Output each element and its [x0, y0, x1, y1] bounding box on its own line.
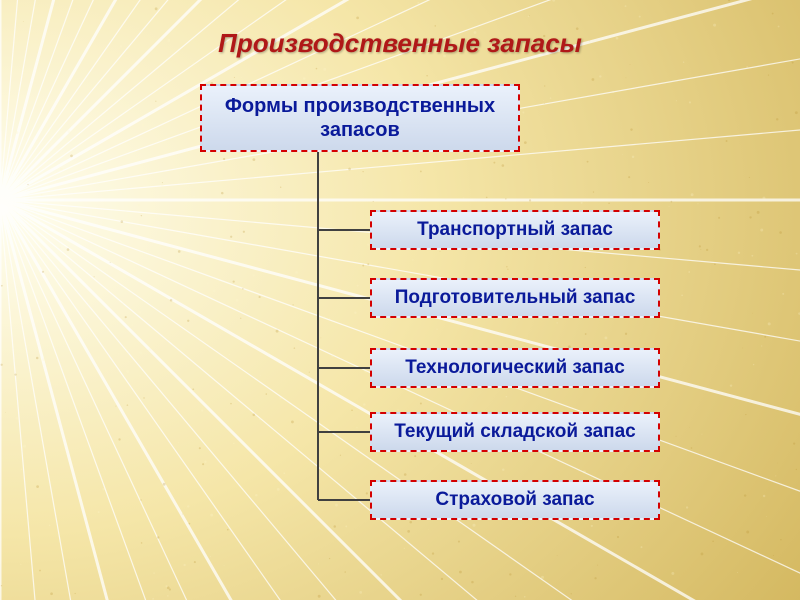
child-node-label: Подготовительный запас [395, 287, 636, 309]
child-node: Транспортный запас [370, 210, 660, 250]
root-node: Формы производственных запасов [200, 84, 520, 152]
child-node-label: Текущий складской запас [394, 421, 636, 443]
child-node-label: Страховой запас [435, 489, 594, 511]
child-node: Подготовительный запас [370, 278, 660, 318]
root-node-label: Формы производственных запасов [210, 94, 510, 142]
child-node: Страховой запас [370, 480, 660, 520]
child-node-label: Технологический запас [405, 357, 625, 379]
child-node: Текущий складской запас [370, 412, 660, 452]
child-node-label: Транспортный запас [417, 219, 613, 241]
child-node: Технологический запас [370, 348, 660, 388]
slide-title: Производственные запасы [0, 28, 800, 59]
